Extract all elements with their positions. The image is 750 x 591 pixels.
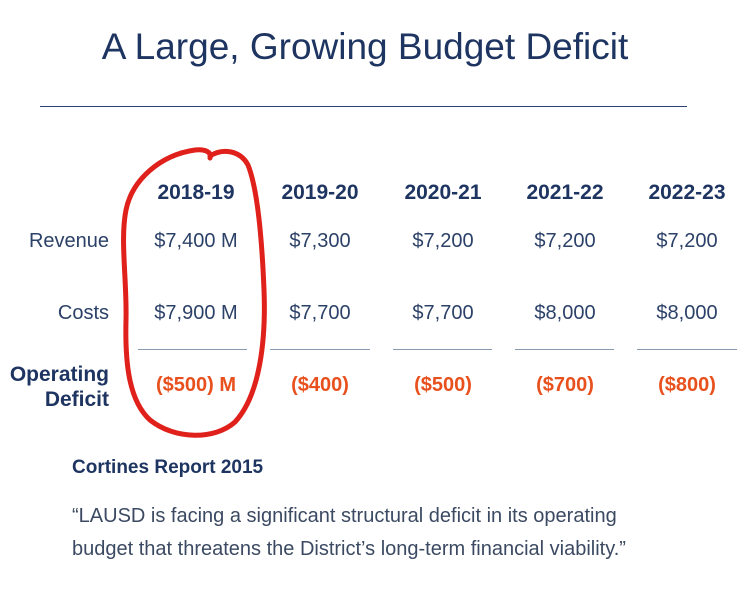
sum-divider	[515, 349, 614, 350]
sum-divider	[270, 349, 370, 350]
year-header: 2018-19	[157, 181, 235, 204]
quote-line: budget that threatens the District’s lon…	[72, 538, 626, 560]
revenue-cell: $7,200	[656, 230, 718, 252]
year-header: 2020-21	[404, 181, 482, 204]
costs-cell: $7,900 M	[154, 302, 238, 324]
revenue-cell: $7,400 M	[154, 230, 238, 252]
year-header: 2021-22	[526, 181, 604, 204]
sum-divider	[138, 349, 247, 350]
costs-cell: $7,700	[289, 302, 351, 324]
deficit-label-line2: Deficit	[44, 388, 109, 411]
revenue-cell: $7,200	[412, 230, 474, 252]
year-header: 2019-20	[281, 181, 359, 204]
row-label-revenue: Revenue	[28, 230, 109, 252]
deficit-label-line1: Operating	[9, 363, 109, 386]
row-label-operating-deficit: Operating Deficit	[0, 362, 109, 412]
costs-cell: $8,000	[656, 302, 718, 324]
sum-divider	[393, 349, 492, 350]
deficit-cell: ($400)	[291, 374, 349, 396]
sum-divider	[637, 349, 737, 350]
revenue-cell: $7,300	[289, 230, 351, 252]
source-heading: Cortines Report 2015	[72, 457, 264, 478]
quote-line: “LAUSD is facing a significant structura…	[72, 505, 617, 527]
deficit-cell: ($700)	[536, 374, 594, 396]
row-label-costs: Costs	[57, 302, 109, 324]
revenue-cell: $7,200	[534, 230, 596, 252]
deficit-cell: ($500) M	[155, 374, 237, 396]
slide-title: A Large, Growing Budget Deficit	[101, 26, 629, 67]
deficit-cell: ($500)	[414, 374, 472, 396]
year-header: 2022-23	[648, 181, 726, 204]
costs-cell: $7,700	[412, 302, 474, 324]
source-quote: “LAUSD is facing a significant structura…	[72, 500, 732, 566]
costs-cell: $8,000	[534, 302, 596, 324]
deficit-cell: ($800)	[658, 374, 716, 396]
title-divider	[40, 106, 687, 107]
